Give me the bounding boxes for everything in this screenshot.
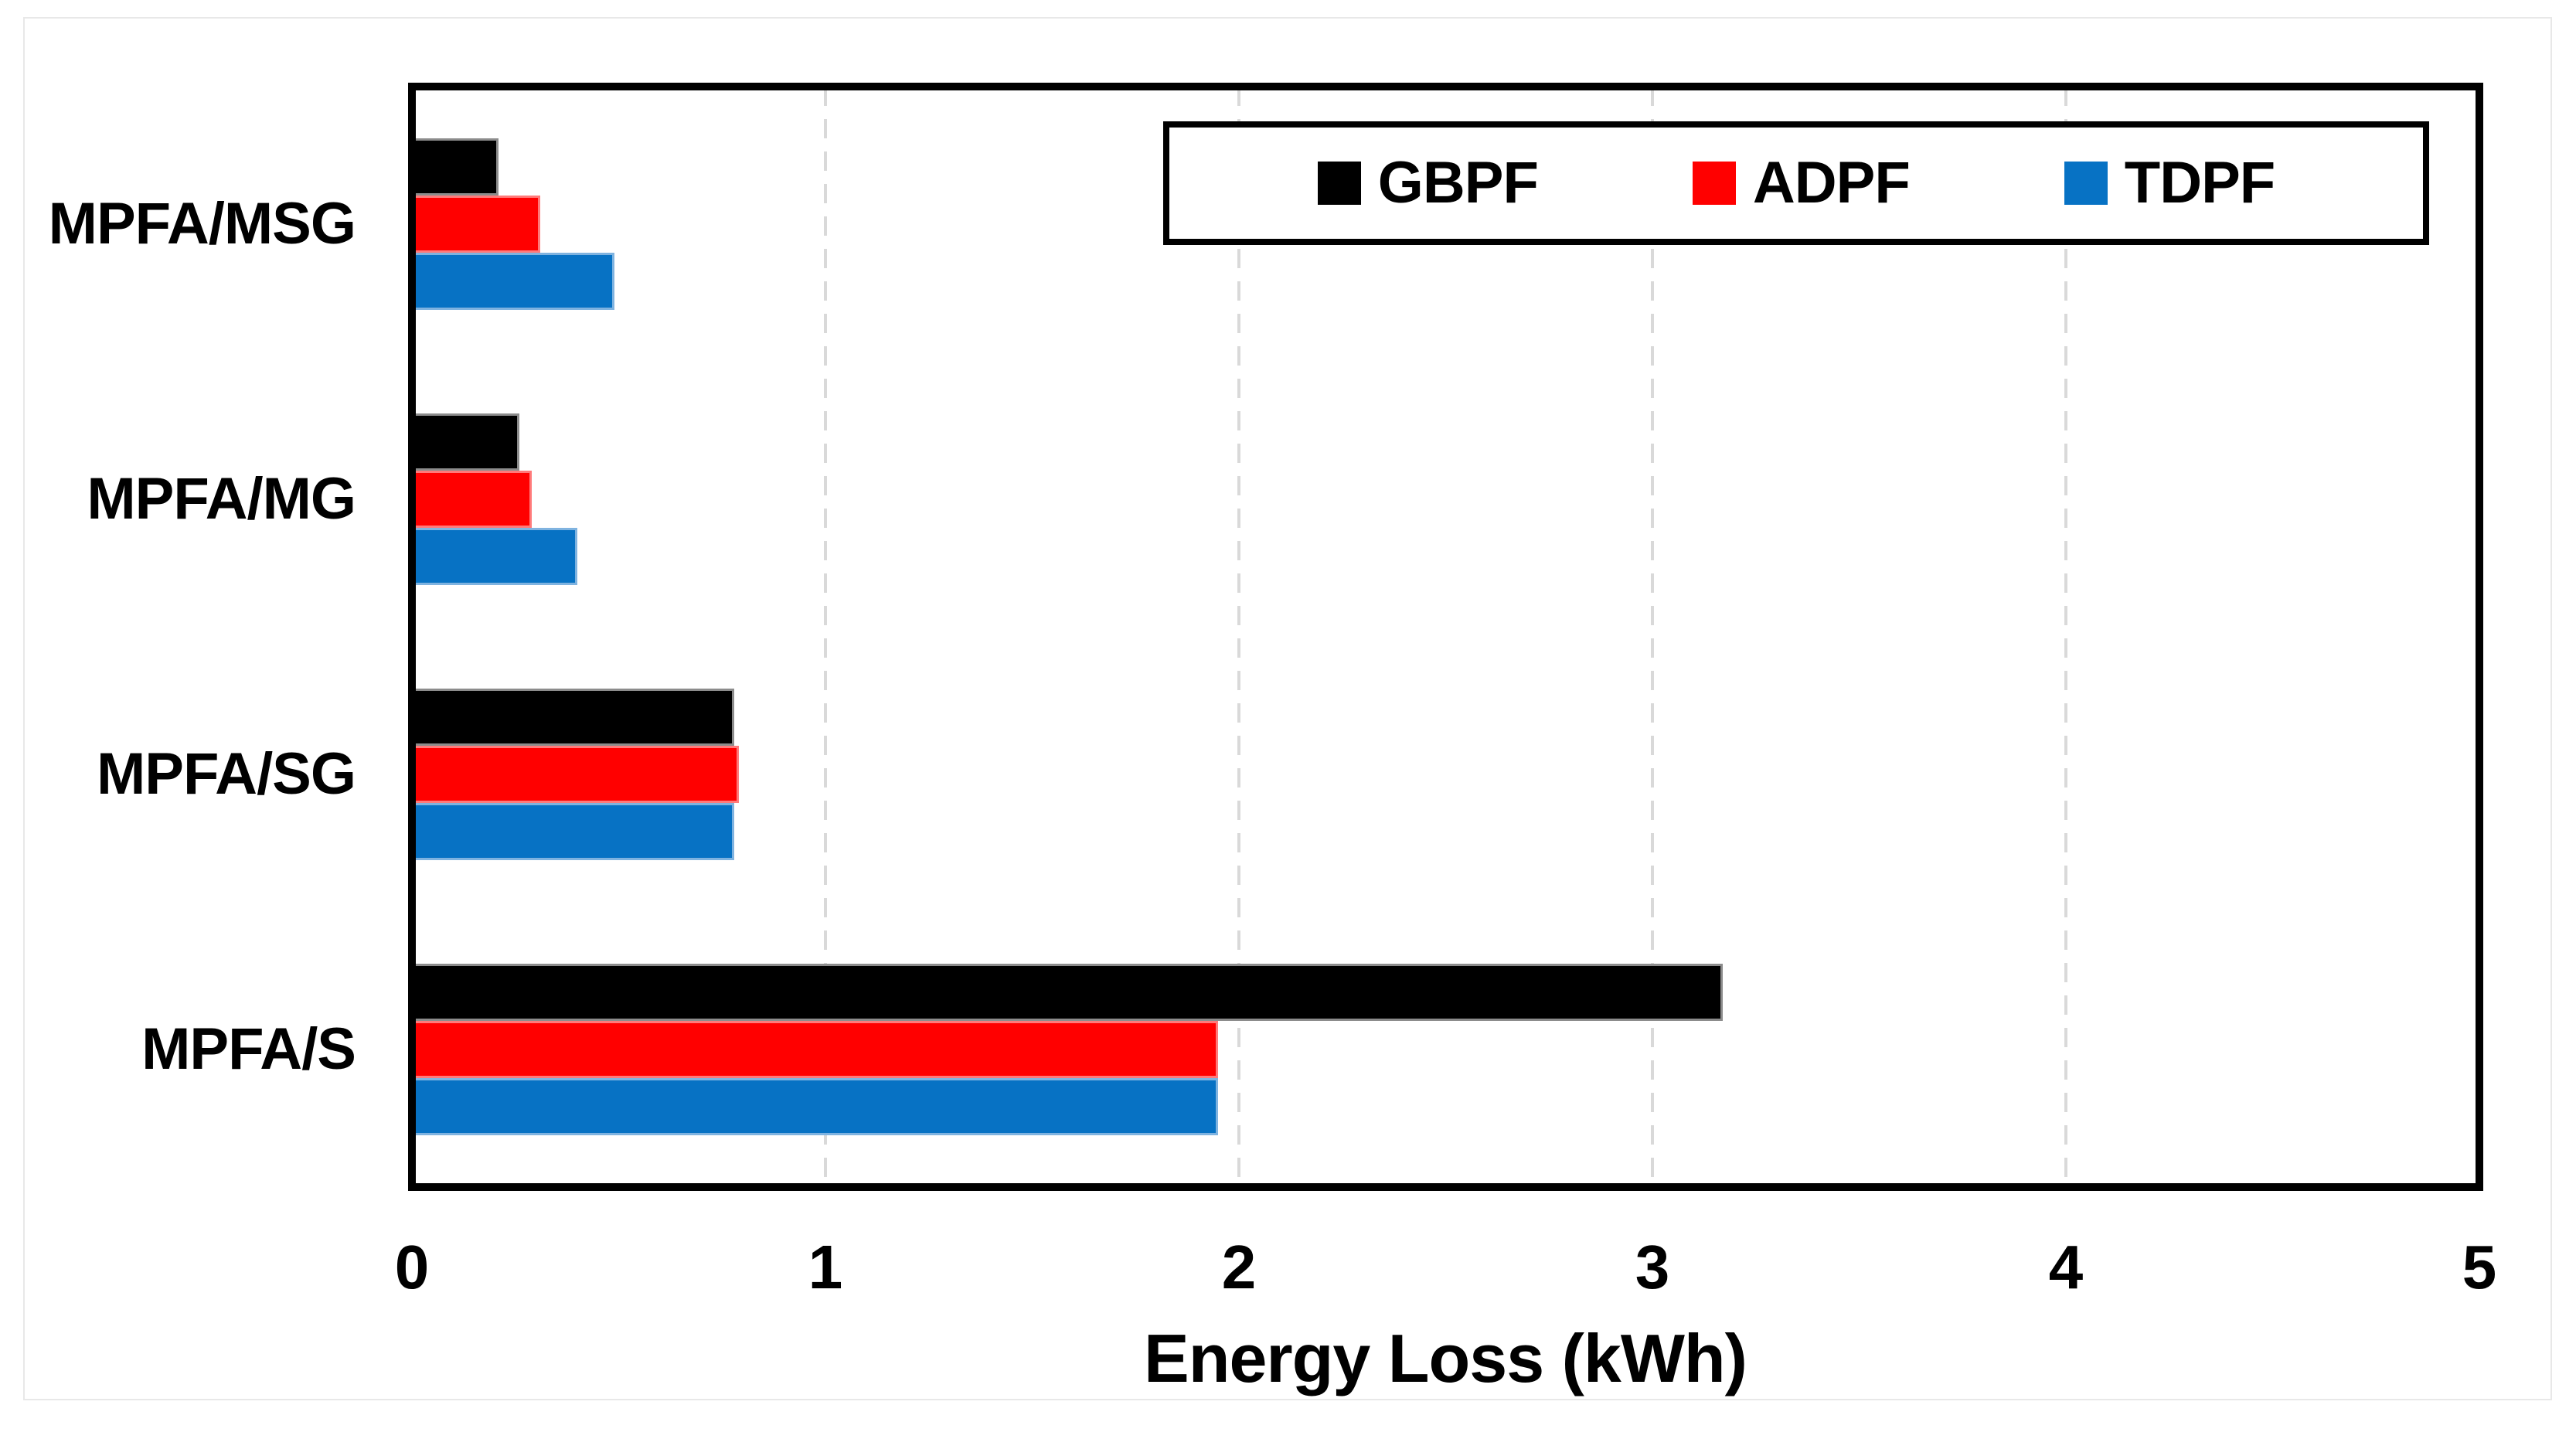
x-tick-label-5: 5 [2462, 1233, 2497, 1301]
legend-swatch-gbpf [1317, 162, 1361, 205]
legend-label-adpf: ADPF [1752, 150, 1911, 216]
legend-item-tdpf: TDPF [2064, 154, 2275, 213]
plot-area [412, 87, 2479, 1187]
legend-label-gbpf: GBPF [1377, 150, 1539, 216]
gridline-x-2 [1237, 87, 1240, 1187]
bar-gbpf-mpfa-msg [412, 138, 499, 196]
legend-label-tdpf: TDPF [2124, 150, 2275, 216]
x-tick-label-4: 4 [2048, 1233, 2084, 1301]
gridline-x-1 [824, 87, 827, 1187]
x-tick-label-2: 2 [1221, 1233, 1257, 1301]
bar-tdpf-mpfa-sg [412, 803, 734, 860]
category-label-mpfa-mg: MPFA/MG [87, 466, 356, 532]
bar-adpf-mpfa-sg [412, 746, 739, 803]
bar-adpf-mpfa-s [412, 1021, 1218, 1078]
gridline-x-4 [2064, 87, 2067, 1187]
legend-item-gbpf: GBPF [1317, 150, 1539, 216]
bar-adpf-mpfa-msg [412, 196, 540, 253]
legend: GBPF ADPF TDPF [1163, 121, 2429, 245]
bar-gbpf-mpfa-s [412, 964, 1723, 1021]
category-label-mpfa-msg: MPFA/MSG [48, 191, 356, 257]
bar-tdpf-mpfa-msg [412, 253, 614, 310]
bar-tdpf-mpfa-mg [412, 528, 577, 585]
x-tick-label-1: 1 [808, 1233, 843, 1301]
bar-gbpf-mpfa-sg [412, 689, 734, 746]
x-tick-label-3: 3 [1635, 1233, 1670, 1301]
legend-swatch-adpf [1692, 162, 1736, 205]
bar-adpf-mpfa-mg [412, 471, 532, 528]
legend-item-adpf: ADPF [1692, 150, 1911, 216]
x-axis-title: Energy Loss (kWh) [1144, 1320, 1747, 1396]
bar-tdpf-mpfa-s [412, 1078, 1218, 1135]
category-label-mpfa-s: MPFA/S [141, 1016, 356, 1082]
chart-area-border [23, 17, 2552, 1400]
bar-gbpf-mpfa-mg [412, 413, 519, 471]
gridline-x-3 [1651, 87, 1654, 1187]
x-tick-label-0: 0 [394, 1233, 430, 1301]
category-label-mpfa-sg: MPFA/SG [96, 741, 356, 807]
legend-swatch-tdpf [2064, 162, 2108, 205]
